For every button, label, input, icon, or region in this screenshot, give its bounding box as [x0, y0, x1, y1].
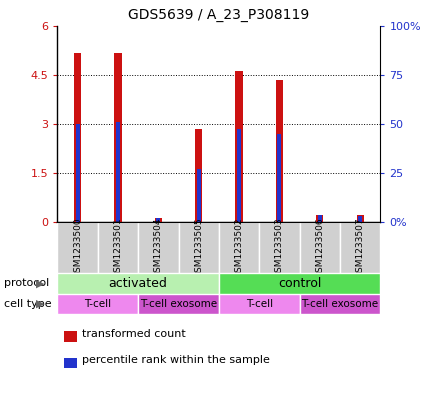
Bar [195, 129, 202, 222]
Bar [138, 294, 219, 314]
Bar [357, 215, 364, 222]
Bar [300, 222, 340, 273]
Bar [276, 79, 283, 222]
Bar [156, 218, 160, 222]
Bar [74, 53, 81, 222]
Text: percentile rank within the sample: percentile rank within the sample [82, 355, 270, 365]
Bar [358, 215, 362, 222]
Bar [178, 222, 219, 273]
Text: ▶: ▶ [36, 278, 45, 288]
Text: T-cell exosome: T-cell exosome [140, 299, 217, 309]
Bar [57, 273, 219, 294]
Bar [57, 294, 138, 314]
Text: T-cell exosome: T-cell exosome [301, 299, 379, 309]
Text: control: control [278, 277, 321, 290]
Text: GSM1233502: GSM1233502 [235, 217, 244, 278]
Text: GSM1233505: GSM1233505 [194, 217, 203, 278]
Text: GSM1233504: GSM1233504 [154, 217, 163, 278]
Text: cell type: cell type [4, 299, 52, 309]
Bar [219, 273, 380, 294]
Text: GSM1233506: GSM1233506 [315, 217, 324, 278]
Text: transformed count: transformed count [82, 329, 186, 339]
Text: activated: activated [109, 277, 167, 290]
Bar [57, 222, 98, 273]
Bar [318, 215, 322, 222]
Bar [278, 134, 281, 222]
Bar [340, 222, 380, 273]
Text: protocol: protocol [4, 278, 49, 288]
Text: T-cell: T-cell [84, 299, 111, 309]
Bar [138, 222, 178, 273]
Bar [155, 218, 162, 222]
Text: GSM1233500: GSM1233500 [73, 217, 82, 278]
Bar [114, 53, 122, 222]
Text: GSM1233507: GSM1233507 [356, 217, 365, 278]
Bar [197, 169, 201, 222]
Bar [235, 72, 243, 222]
Bar [64, 331, 77, 342]
Text: GSM1233503: GSM1233503 [275, 217, 284, 278]
Bar [219, 222, 259, 273]
Bar [316, 215, 323, 222]
Bar [64, 358, 77, 368]
Text: T-cell: T-cell [246, 299, 273, 309]
Bar [219, 294, 300, 314]
Text: ▶: ▶ [36, 299, 45, 309]
Title: GDS5639 / A_23_P308119: GDS5639 / A_23_P308119 [128, 8, 309, 22]
Bar [237, 129, 241, 222]
Bar [76, 124, 79, 222]
Bar [300, 294, 380, 314]
Bar [259, 222, 300, 273]
Text: GSM1233501: GSM1233501 [113, 217, 122, 278]
Bar [98, 222, 138, 273]
Bar [116, 122, 120, 222]
